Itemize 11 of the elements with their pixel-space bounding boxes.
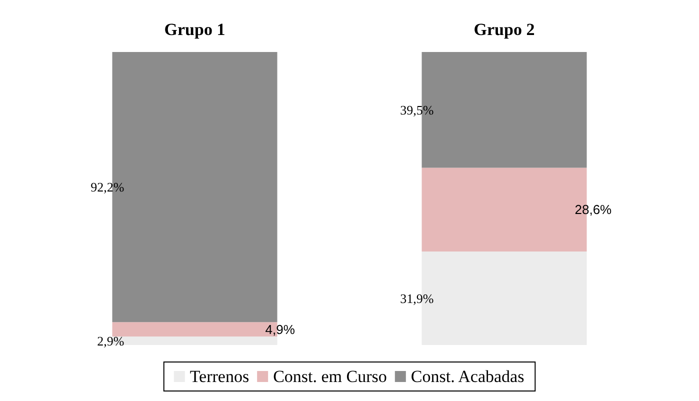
data-label: 92,2% [90,180,124,195]
legend-label: Const. Acabadas [410,367,524,386]
data-label: 31,9% [400,290,434,306]
x-tick-label: Grupo 1 [164,20,226,39]
legend-label: Terrenos [190,367,250,386]
x-tick-label: Grupo 2 [474,20,535,39]
data-label: 28,6% [574,202,612,218]
data-label: 4,9% [265,322,296,337]
legend-label: Const. em Curso [273,367,387,386]
data-label: 39,5% [400,102,434,118]
data-label: 2,9% [97,333,124,348]
